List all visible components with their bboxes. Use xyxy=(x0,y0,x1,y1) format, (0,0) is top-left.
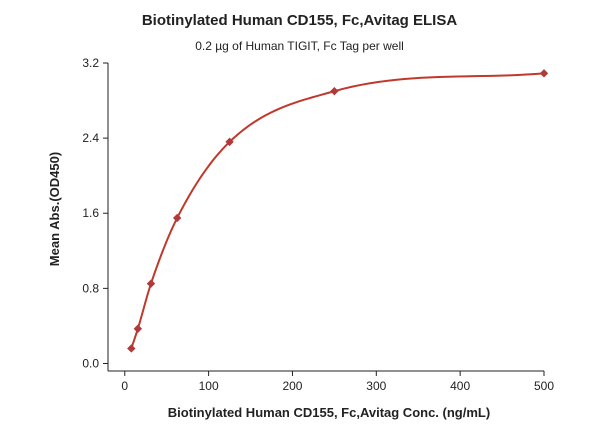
y-tick-label: 3.2 xyxy=(82,56,99,70)
x-tick-label: 100 xyxy=(199,379,219,393)
x-tick-label: 300 xyxy=(366,379,386,393)
y-tick-label: 0.0 xyxy=(82,356,99,370)
y-tick-label: 2.4 xyxy=(82,131,99,145)
data-point xyxy=(127,344,136,353)
x-tick-label: 400 xyxy=(450,379,470,393)
y-tick-label: 0.8 xyxy=(82,281,99,295)
x-tick-label: 200 xyxy=(282,379,302,393)
y-tick-label: 1.6 xyxy=(82,206,99,220)
data-point xyxy=(225,137,234,147)
data-point xyxy=(146,279,156,288)
x-axis-label: Biotinylated Human CD155, Fc,Avitag Conc… xyxy=(168,405,490,420)
data-point xyxy=(133,324,143,333)
fit-curve xyxy=(130,72,545,349)
tick-group: 0 100 200 300 400 500 0.0 0.8 1.6 2.4 3.2 xyxy=(82,56,554,393)
x-tick-label: 500 xyxy=(534,379,554,393)
data-point xyxy=(539,69,549,78)
data-point xyxy=(172,213,182,223)
x-tick-label: 0 xyxy=(121,379,128,393)
data-point xyxy=(330,86,339,96)
axes xyxy=(107,63,544,372)
chart-subtitle: 0.2 µg of Human TIGIT, Fc Tag per well xyxy=(195,39,404,53)
y-axis-label: Mean Abs.(OD450) xyxy=(47,152,62,266)
chart-title: Biotinylated Human CD155, Fc,Avitag ELIS… xyxy=(141,12,458,29)
data-points xyxy=(127,69,549,353)
